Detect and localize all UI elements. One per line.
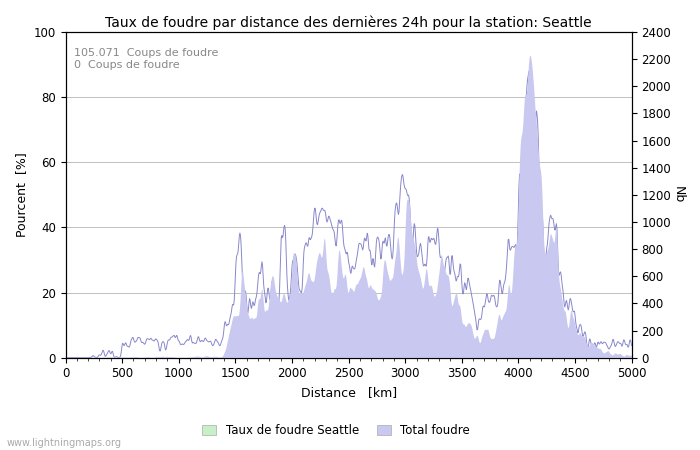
X-axis label: Distance   [km]: Distance [km] bbox=[300, 386, 397, 399]
Title: Taux de foudre par distance des dernières 24h pour la station: Seattle: Taux de foudre par distance des dernière… bbox=[105, 15, 592, 30]
Text: 105.071  Coups de foudre
0  Coups de foudre: 105.071 Coups de foudre 0 Coups de foudr… bbox=[74, 48, 218, 70]
Text: www.lightningmaps.org: www.lightningmaps.org bbox=[7, 438, 122, 448]
Y-axis label: Nb: Nb bbox=[672, 186, 685, 203]
Legend: Taux de foudre Seattle, Total foudre: Taux de foudre Seattle, Total foudre bbox=[197, 419, 475, 442]
Y-axis label: Pourcent  [%]: Pourcent [%] bbox=[15, 153, 28, 237]
